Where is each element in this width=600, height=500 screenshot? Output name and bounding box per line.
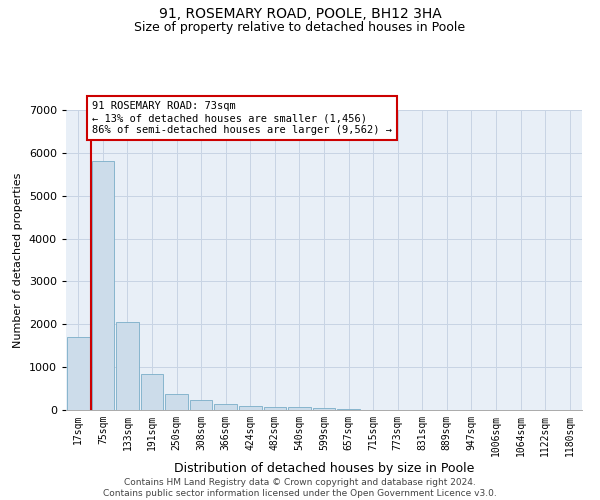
- Bar: [263, 407, 286, 410]
- Bar: [190, 400, 212, 410]
- Text: Contains HM Land Registry data © Crown copyright and database right 2024.
Contai: Contains HM Land Registry data © Crown c…: [103, 478, 497, 498]
- Text: Size of property relative to detached houses in Poole: Size of property relative to detached ho…: [134, 21, 466, 34]
- Y-axis label: Number of detached properties: Number of detached properties: [13, 172, 23, 348]
- Bar: [92, 162, 114, 410]
- Bar: [165, 394, 188, 410]
- Bar: [214, 404, 237, 410]
- Text: 91 ROSEMARY ROAD: 73sqm
← 13% of detached houses are smaller (1,456)
86% of semi: 91 ROSEMARY ROAD: 73sqm ← 13% of detache…: [92, 102, 392, 134]
- Bar: [288, 406, 311, 410]
- Bar: [140, 374, 163, 410]
- Bar: [67, 337, 89, 410]
- Bar: [239, 406, 262, 410]
- Bar: [337, 409, 360, 410]
- X-axis label: Distribution of detached houses by size in Poole: Distribution of detached houses by size …: [174, 462, 474, 474]
- Bar: [313, 408, 335, 410]
- Bar: [116, 322, 139, 410]
- Text: 91, ROSEMARY ROAD, POOLE, BH12 3HA: 91, ROSEMARY ROAD, POOLE, BH12 3HA: [158, 8, 442, 22]
